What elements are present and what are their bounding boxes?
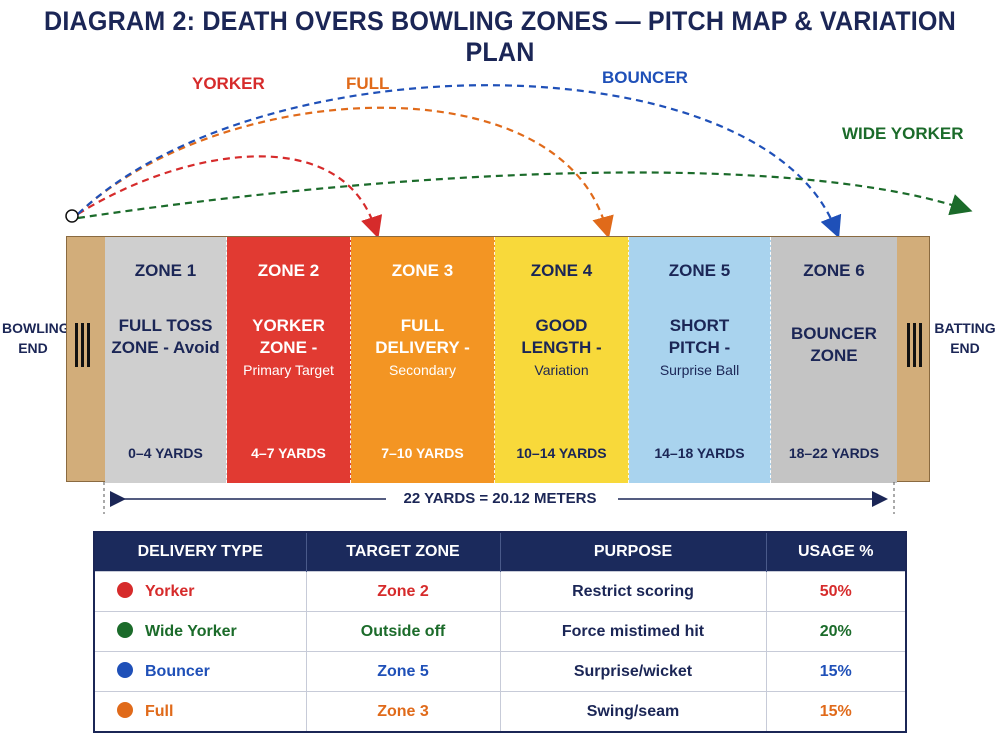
wide-yorker-label: WIDE YORKER (842, 124, 964, 143)
header-delivery-type: DELIVERY TYPE (94, 532, 307, 572)
header-purpose: PURPOSE (500, 532, 767, 572)
batting-end-label: BATTING END (934, 320, 996, 356)
bouncer-label: BOUNCER (602, 68, 688, 87)
ball-release-point (65, 209, 79, 223)
pitch-length-measure (103, 482, 895, 514)
zone-3: ZONE 3 FULL DELIVERY - Secondary 7–10 YARD… (351, 237, 495, 483)
delivery-type-label: Full (145, 703, 174, 720)
purpose-cell: Swing/seam (500, 691, 767, 732)
variation-plan-table: DELIVERY TYPE TARGET ZONE PURPOSE USAGE … (93, 531, 907, 733)
table-row: Bouncer Zone 5 Surprise/wicket 15% (94, 651, 907, 692)
table-row: Wide Yorker Outside off Force mistimed hit… (94, 611, 907, 652)
table-row: Full Zone 3 Swing/seam 15% (94, 691, 907, 732)
table-header-row: DELIVERY TYPE TARGET ZONE PURPOSE USAGE … (94, 532, 907, 572)
measure-label: 22 YARDS = 20.12 METERS (403, 490, 597, 507)
color-dot-icon (117, 582, 133, 598)
usage-cell: 20% (766, 611, 907, 652)
color-dot-icon (117, 662, 133, 678)
delivery-type-cell: Full (94, 691, 307, 732)
bowling-end-label: BOWLING END (2, 320, 70, 356)
purpose-cell: Restrict scoring (500, 571, 767, 612)
zone-1: ZONE 1 FULL TOSS ZONE - Avoid 0–4 YARDS (105, 237, 227, 483)
delivery-type-label: Wide Yorker (145, 623, 237, 640)
header-usage: USAGE % (766, 532, 907, 572)
yorker-trajectory (77, 155, 383, 239)
bowling-end-stumps (75, 323, 93, 372)
delivery-type-cell: Bouncer (94, 651, 307, 692)
usage-cell: 50% (766, 571, 907, 612)
delivery-type-label: Yorker (145, 583, 195, 600)
zone-4: ZONE 4 GOOD LENGTH - Variation 10–14 YARDS (495, 237, 629, 483)
usage-cell: 15% (766, 651, 907, 692)
target-zone-cell: Zone 3 (306, 691, 501, 732)
zone-6: ZONE 6 BOUNCER ZONE 18–22 YARDS (771, 237, 897, 483)
zone-2: ZONE 2 YORKER ZONE - Primary Target 4–7 YA… (227, 237, 351, 483)
delivery-type-cell: Wide Yorker (94, 611, 307, 652)
table-row: Yorker Zone 2 Restrict scoring 50% (94, 571, 907, 612)
purpose-cell: Surprise/wicket (500, 651, 767, 692)
diagram-title: DIAGRAM 2: DEATH OVERS BOWLING ZONES — P… (44, 6, 956, 67)
header-target-zone: TARGET ZONE (306, 532, 501, 572)
wide-yorker-trajectory (77, 171, 973, 220)
usage-cell: 15% (766, 691, 907, 732)
trajectory-arcs (65, 84, 973, 239)
bouncer-trajectory (77, 84, 842, 239)
pitch: ZONE 1 FULL TOSS ZONE - Avoid 0–4 YARDS Z… (66, 236, 930, 483)
zone-5: ZONE 5 SHORT PITCH - Surprise Ball 14–18 Y… (629, 237, 771, 483)
yorker-label: YORKER (192, 74, 265, 93)
purpose-cell: Force mistimed hit (500, 611, 767, 652)
color-dot-icon (117, 702, 133, 718)
delivery-type-label: Bouncer (145, 663, 210, 680)
target-zone-cell: Zone 2 (306, 571, 501, 612)
delivery-type-cell: Yorker (94, 571, 307, 612)
color-dot-icon (117, 622, 133, 638)
target-zone-cell: Outside off (306, 611, 501, 652)
full-trajectory (77, 106, 614, 239)
target-zone-cell: Zone 5 (306, 651, 501, 692)
batting-end-stumps (907, 323, 925, 372)
full-label: FULL (346, 74, 390, 93)
